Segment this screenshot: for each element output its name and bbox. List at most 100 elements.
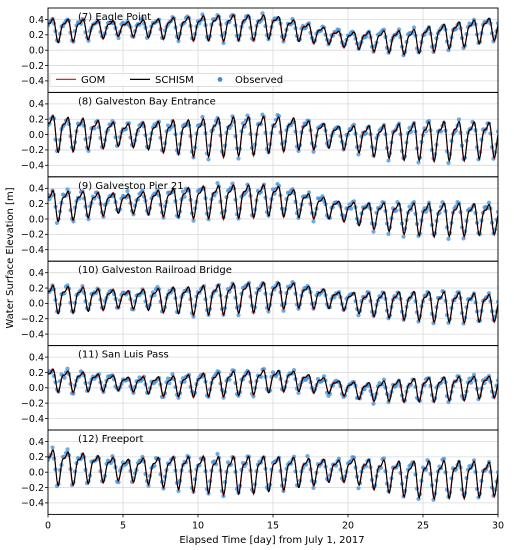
observed-point (371, 401, 376, 406)
panel-content (48, 445, 498, 502)
schism-series (48, 14, 498, 56)
observed-point (416, 160, 421, 165)
y-tick-label: 0.4 (29, 184, 44, 195)
y-tick-label: 0.0 (29, 299, 44, 310)
y-tick-label: 0.2 (29, 30, 44, 41)
observed-point (311, 485, 316, 491)
y-tick-label: −0.4 (21, 76, 44, 87)
y-tick-label: 0.4 (29, 437, 44, 448)
observed-point (176, 488, 181, 494)
y-tick-label: −0.2 (21, 483, 44, 494)
observed-point (206, 157, 211, 162)
y-tick-label: 0.2 (29, 283, 44, 294)
panel-content (48, 180, 498, 241)
observed-point (213, 190, 219, 195)
observed-point (165, 123, 171, 128)
panel-content (48, 280, 498, 326)
observed-point (311, 149, 316, 154)
observed-point (371, 229, 376, 234)
observed-point (86, 217, 91, 222)
observed-point (486, 291, 492, 296)
y-tick-label: 0.4 (29, 15, 44, 26)
observed-point (347, 202, 352, 207)
observed-point (386, 231, 391, 236)
y-tick-label: −0.4 (21, 161, 44, 172)
observed-point (356, 486, 361, 491)
observed-point (258, 122, 264, 127)
x-tick-label: 25 (417, 520, 429, 531)
observed-point (258, 18, 264, 23)
y-tick-label: −0.2 (21, 314, 44, 325)
y-tick-label: −0.2 (21, 230, 44, 241)
x-axis-label: Elapsed Time [day] from July 1, 2017 (179, 535, 364, 546)
panel-2: −0.4 −0.2 0.0 0.2 0.4 (8) Galveston Bay Entra… (21, 91, 499, 178)
observed-point (65, 366, 70, 371)
observed-point (176, 39, 181, 44)
observed-point (168, 290, 174, 295)
y-tick-label: −0.4 (21, 414, 44, 425)
observed-point (446, 160, 451, 166)
legend-box (49, 73, 281, 87)
observed-point (495, 209, 498, 215)
observed-point (180, 189, 186, 194)
observed-point (495, 378, 498, 383)
panel-title: (12) Freeport (78, 434, 144, 445)
x-tick-label: 5 (120, 520, 126, 531)
observed-point (461, 236, 466, 241)
panel-1: −0.4 −0.2 0.0 0.2 0.4 (7) Eagle Point GOM SCHIS… (21, 7, 499, 93)
y-tick-label: 0.0 (29, 383, 44, 394)
observed-point (65, 447, 70, 452)
observed-point (495, 470, 498, 475)
observed-point (62, 375, 67, 380)
y-tick-label: −0.2 (21, 61, 44, 72)
observed-point (167, 381, 172, 386)
observed-point (236, 313, 241, 318)
x-tick-label: 10 (192, 520, 204, 531)
y-tick-label: −0.2 (21, 398, 44, 409)
observed-point (176, 395, 181, 400)
observed-point (486, 200, 492, 205)
y-tick-label: 0.2 (29, 452, 44, 463)
observed-point (407, 125, 412, 131)
panel-content (48, 11, 498, 58)
observed-point (182, 194, 187, 199)
panel-title: (8) Galveston Bay Entrance (78, 96, 216, 107)
observed-point (227, 377, 232, 382)
observed-point (116, 480, 121, 485)
panel-6: −0.4 −0.2 0.0 0.2 0.4 (12) Freeport 0 5 10 15 20 25… (21, 429, 504, 531)
y-tick-label: 0.0 (29, 214, 44, 225)
y-tick-label: 0.4 (29, 268, 44, 279)
panel-content (48, 112, 498, 166)
x-tick-label: 0 (45, 520, 51, 531)
observed-point (213, 288, 219, 293)
observed-point (386, 158, 391, 163)
schism-series (48, 369, 498, 403)
y-tick-label: −0.2 (21, 145, 44, 156)
observed-point (125, 188, 130, 194)
y-tick-label: 0.0 (29, 468, 44, 479)
schism-series (48, 115, 498, 163)
legend-swatch-observed (217, 77, 223, 82)
legend-label-gom: GOM (81, 75, 105, 86)
panel-content (48, 366, 498, 406)
observed-point (93, 290, 99, 296)
observed-point (305, 454, 310, 459)
legend-label-schism: SCHISM (155, 75, 194, 86)
observed-point (348, 206, 354, 211)
observed-point (363, 131, 369, 136)
y-tick-label: 0.2 (29, 199, 44, 210)
observed-point (495, 129, 498, 134)
observed-point (441, 456, 447, 461)
schism-series (48, 449, 498, 501)
panel-3: −0.4 −0.2 0.0 0.2 0.4 (9) Galveston Pier 21 (21, 176, 499, 262)
panel-4: −0.4 −0.2 0.0 0.2 0.4 (10) Galveston Railroad… (21, 260, 499, 347)
observed-point (191, 218, 196, 223)
panel-5: −0.4 −0.2 0.0 0.2 0.4 (11) San Luis Pass (21, 345, 499, 431)
observed-point (215, 451, 220, 457)
observed-point (381, 377, 387, 382)
observed-point (311, 219, 316, 224)
observed-point (471, 372, 477, 377)
x-tick-label: 15 (267, 520, 279, 531)
observed-point (336, 456, 342, 461)
y-tick-label: 0.2 (29, 115, 44, 126)
